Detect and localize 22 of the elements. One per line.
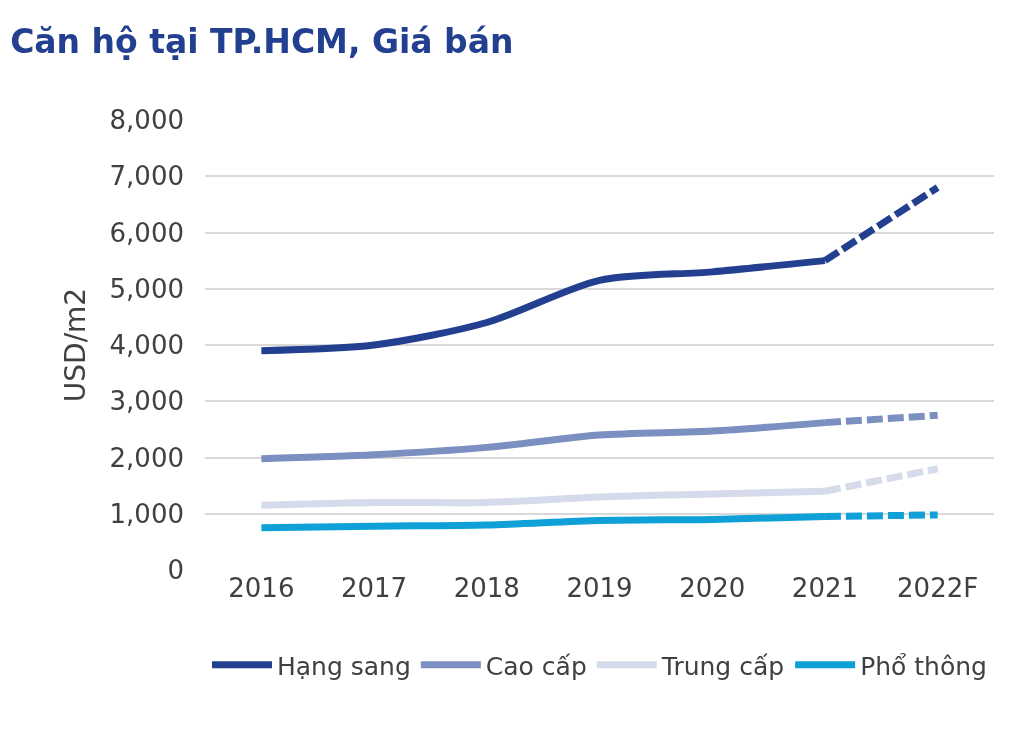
legend-label: Phổ thông: [860, 651, 987, 681]
y-tick-label: 5,000: [109, 273, 184, 304]
x-tick-label: 2020: [679, 573, 746, 603]
x-tick-label: 2016: [228, 573, 295, 603]
legend-label: Hạng sang: [277, 651, 411, 681]
y-tick-label: 1,000: [109, 498, 184, 529]
y-tick-label: 7,000: [109, 161, 184, 192]
y-axis-title: USD/m2: [59, 287, 93, 403]
x-tick-label: 2019: [566, 573, 633, 603]
legend-label: Trung cấp: [660, 651, 785, 681]
x-tick-label: 2018: [453, 573, 520, 603]
x-tick-label: 2021: [791, 573, 859, 603]
y-tick-label: 0: [167, 555, 184, 586]
y-tick-label: 2,000: [109, 442, 184, 473]
y-tick-label: 3,000: [109, 386, 184, 417]
x-tick-label: 2022F: [897, 573, 979, 603]
y-tick-label: 8,000: [109, 105, 184, 136]
x-tick-label: 2017: [340, 573, 408, 603]
y-tick-label: 6,000: [109, 217, 184, 248]
chart-title: Căn hộ tại TP.HCM, Giá bán: [10, 21, 514, 61]
legend-label: Cao cấp: [485, 651, 587, 681]
y-tick-label: 4,000: [109, 330, 184, 361]
